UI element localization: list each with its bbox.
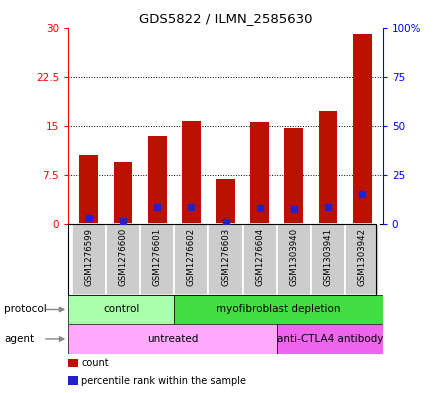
Bar	[114, 162, 132, 224]
Bar	[250, 123, 269, 224]
Bar	[319, 111, 337, 224]
Text: GSM1303940: GSM1303940	[290, 228, 298, 286]
Point	[256, 205, 263, 211]
Point	[222, 219, 229, 225]
Text: GSM1276600: GSM1276600	[118, 228, 128, 286]
Text: untreated: untreated	[147, 334, 198, 344]
Bar	[68, 324, 277, 354]
Bar	[182, 121, 201, 224]
Text: myofibroblast depletion: myofibroblast depletion	[216, 305, 341, 314]
Title: GDS5822 / ILMN_2585630: GDS5822 / ILMN_2585630	[139, 12, 312, 25]
Text: protocol: protocol	[4, 305, 47, 314]
Bar	[216, 180, 235, 224]
Point	[359, 191, 366, 197]
Bar	[353, 34, 372, 224]
Bar	[72, 224, 106, 295]
Bar	[79, 155, 98, 224]
Text: GSM1303942: GSM1303942	[358, 228, 367, 286]
Text: GSM1276603: GSM1276603	[221, 228, 230, 286]
Text: count: count	[81, 358, 109, 368]
Text: anti-CTLA4 antibody: anti-CTLA4 antibody	[277, 334, 383, 344]
Bar	[209, 224, 242, 295]
Text: GSM1276599: GSM1276599	[84, 228, 93, 286]
Bar	[106, 224, 140, 295]
Text: GSM1276604: GSM1276604	[255, 228, 264, 286]
Text: agent: agent	[4, 334, 34, 344]
Text: GSM1276601: GSM1276601	[153, 228, 161, 286]
Bar	[242, 224, 277, 295]
Bar	[140, 224, 174, 295]
Bar	[345, 224, 379, 295]
Point	[325, 204, 332, 211]
Point	[188, 204, 195, 210]
Bar	[174, 295, 383, 324]
Point	[85, 215, 92, 221]
Point	[290, 206, 297, 212]
Text: percentile rank within the sample: percentile rank within the sample	[81, 376, 246, 386]
Point	[119, 218, 126, 224]
Bar	[174, 224, 209, 295]
Bar	[277, 224, 311, 295]
Bar	[277, 324, 383, 354]
Bar	[311, 224, 345, 295]
Bar	[148, 136, 166, 224]
Bar	[68, 295, 174, 324]
Text: control: control	[103, 305, 139, 314]
Bar	[285, 128, 303, 224]
Text: GSM1303941: GSM1303941	[323, 228, 333, 286]
Point	[154, 204, 161, 211]
Text: GSM1276602: GSM1276602	[187, 228, 196, 286]
